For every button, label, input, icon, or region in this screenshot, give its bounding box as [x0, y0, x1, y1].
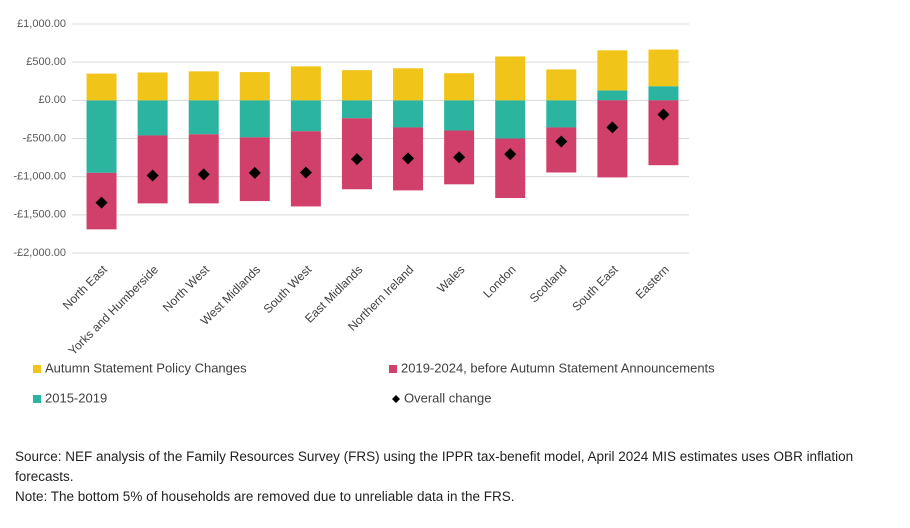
bar-segment [648, 49, 679, 87]
y-tick-label: -£1,000.00 [13, 171, 66, 183]
overall-marker [504, 148, 517, 161]
bar-segment [188, 100, 219, 135]
bar-segment [444, 100, 475, 131]
bar-segment [290, 66, 321, 101]
x-tick-label: South East [569, 262, 621, 314]
bar-segment [393, 100, 424, 128]
bar-segment [597, 50, 628, 91]
bar-segment [495, 56, 526, 101]
legend-label: Autumn Statement Policy Changes [45, 360, 247, 375]
bar-segment [86, 100, 117, 173]
bar-segment [597, 90, 628, 101]
legend-swatch [389, 365, 397, 373]
bar-segment [444, 73, 475, 101]
overall-marker [606, 121, 619, 134]
bar-segment [648, 86, 679, 101]
bar-segment [341, 100, 372, 119]
note: Note: The bottom 5% of households are re… [15, 489, 515, 504]
bar-segment [546, 69, 577, 101]
bar-segment [239, 72, 270, 101]
y-tick-label: £0.00 [38, 94, 66, 106]
x-tick-label: North East [60, 262, 110, 312]
overall-marker [402, 152, 415, 165]
x-tick-label: London [480, 262, 518, 300]
y-tick-label: £1,000.00 [17, 18, 66, 30]
bar-segment [495, 100, 526, 139]
y-tick-label: -£2,000.00 [13, 247, 66, 259]
legend-label: 2019-2024, before Autumn Statement Annou… [401, 360, 715, 375]
bar-segment [597, 100, 628, 178]
y-tick-label: -£1,500.00 [13, 209, 66, 221]
bar-segment [341, 70, 372, 101]
overall-marker [299, 166, 312, 179]
x-tick-label: Wales [434, 262, 467, 295]
overall-marker [657, 108, 670, 121]
overall-marker [146, 169, 159, 182]
x-tick-label: Scotland [527, 262, 570, 305]
legend-swatch [392, 395, 400, 403]
bar-segment [393, 68, 424, 101]
source: Source: NEF analysis of the Family Resou… [15, 449, 854, 484]
bar-segment [188, 71, 219, 101]
bar-segment [239, 100, 270, 138]
chart: £1,000.00 £500.00 £0.00 -£500.00 -£1,000.00 -… [13, 18, 715, 406]
x-tick-label: North West [160, 262, 213, 315]
bar-segment [137, 100, 168, 136]
overall-marker [197, 168, 210, 181]
legend-swatch [33, 395, 41, 403]
overall-marker [95, 196, 108, 209]
overall-marker [453, 151, 466, 164]
legend-label: Overall change [404, 390, 491, 405]
bar-segment [137, 72, 168, 101]
legend-swatch [33, 365, 41, 373]
bar-segment [495, 138, 526, 199]
legend-label: 2015-2019 [45, 390, 107, 405]
overall-marker [350, 153, 363, 166]
y-tick-label: -£500.00 [23, 132, 66, 144]
x-tick-label: Eastern [633, 262, 672, 301]
y-tick-label: £500.00 [26, 56, 66, 68]
bar-segment [290, 100, 321, 132]
bar-segment [546, 100, 577, 128]
x-tick-label: South West [261, 262, 315, 316]
bar-segment [86, 73, 117, 101]
bar-segment [546, 127, 577, 173]
overall-marker [555, 135, 568, 148]
bar-segment [137, 135, 168, 204]
overall-marker [248, 166, 261, 179]
x-tick-label: Yorks and Humberside [66, 262, 162, 358]
